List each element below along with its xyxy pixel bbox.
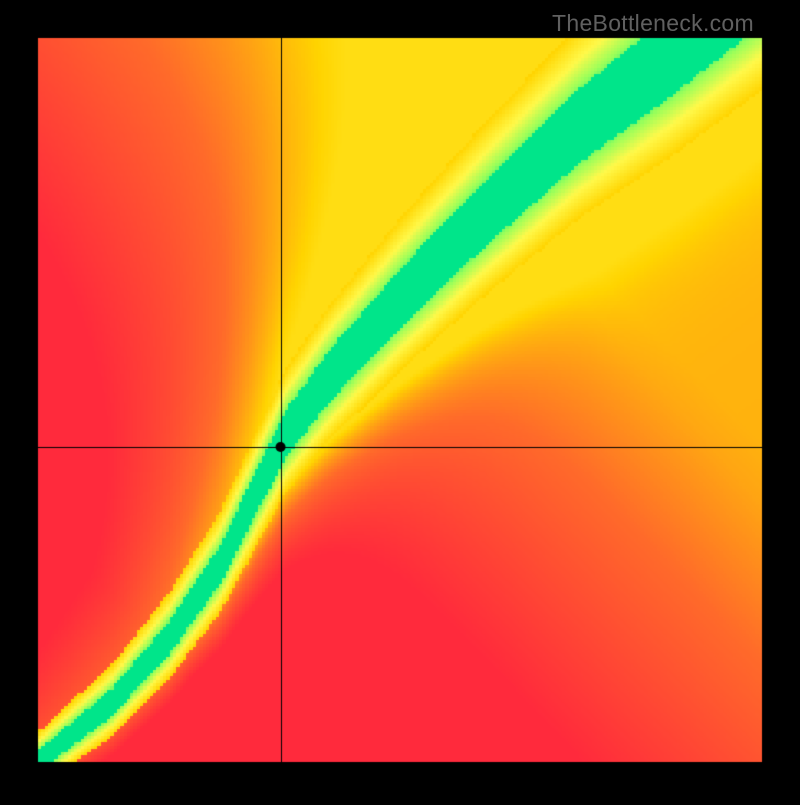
heatmap-canvas <box>0 0 800 800</box>
heatmap-chart <box>0 0 800 805</box>
watermark-text: TheBottleneck.com <box>552 10 754 37</box>
